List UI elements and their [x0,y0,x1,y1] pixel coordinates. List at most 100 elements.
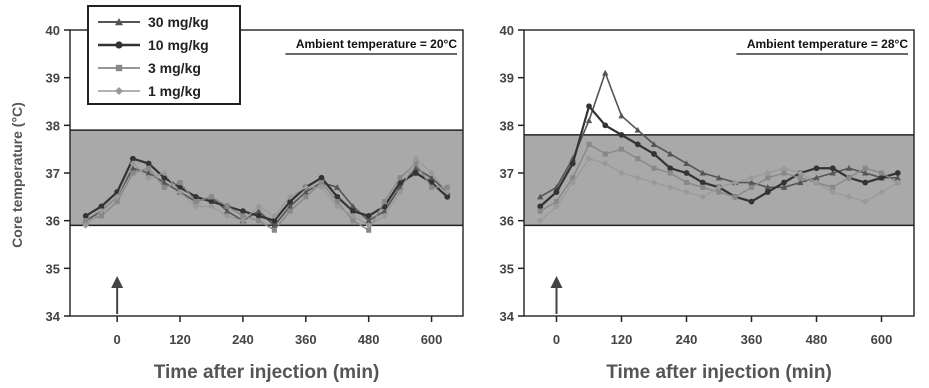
data-point [553,203,560,210]
data-point [177,184,183,191]
data-point [255,213,262,219]
x-tick-label: 600 [421,332,443,347]
data-point [570,175,576,181]
data-point [797,169,804,177]
data-point [894,174,901,181]
data-point [764,189,771,195]
data-point [732,194,738,200]
data-point [130,170,136,176]
data-point [224,207,231,214]
data-point [699,169,706,176]
data-point [129,160,137,167]
data-point [396,188,404,196]
data-point [862,179,869,186]
data-point [602,122,609,129]
data-point [634,141,641,148]
y-tick-label: 37 [500,166,514,181]
data-point [813,165,820,172]
data-point [602,151,608,157]
y-tick-label: 35 [46,261,60,276]
data-point [444,184,450,190]
data-point [553,189,560,195]
data-point [240,208,246,215]
data-point [765,175,771,181]
data-point [667,170,673,176]
data-point [412,155,420,162]
data-point [176,188,184,196]
y-tick-label: 37 [46,166,60,181]
data-point [862,165,868,171]
data-point [161,169,168,177]
y-tick-label: 38 [46,118,60,133]
data-point [397,175,403,181]
data-point [537,217,544,224]
data-point [781,170,787,176]
data-point [829,165,836,172]
data-point [894,179,901,186]
data-point [98,203,105,210]
data-point [894,170,901,176]
data-point [878,174,885,181]
data-point [208,194,215,200]
data-point [683,170,690,176]
data-point [114,199,120,205]
y-tick-label: 35 [500,261,514,276]
data-point [192,193,199,200]
data-point [98,213,104,219]
data-point [334,193,341,200]
data-point [748,174,755,181]
data-point [161,179,168,186]
data-point [429,184,435,190]
data-point [634,174,641,181]
data-point [829,188,836,196]
x-tick-label: 480 [806,332,828,347]
data-point [862,198,869,205]
data-point [349,203,357,209]
data-point [349,212,357,220]
data-point [748,198,755,205]
data-point [845,193,853,201]
data-point [797,179,804,186]
data-point [764,184,771,190]
data-point [113,193,121,201]
data-point [271,222,278,228]
data-point [667,165,674,172]
data-point [350,218,356,224]
data-point [650,141,658,147]
data-point [256,218,262,224]
data-point [428,174,435,181]
data-point [569,160,576,167]
y-axis-label: Core temperature (°C) [9,102,25,248]
data-point [585,117,593,124]
data-point [586,103,592,110]
y-tick-label: 36 [500,214,514,229]
data-point [618,131,625,138]
data-point [318,179,325,186]
y-tick-label: 34 [500,309,515,324]
x-tick-label: 240 [232,332,254,347]
data-point [365,213,372,219]
data-point [651,151,657,157]
x-axis-label: Time after injection (min) [606,362,832,383]
data-point [781,179,787,186]
data-point [413,160,419,167]
data-point [145,174,152,181]
series-line [85,158,448,227]
data-point [287,208,293,214]
data-point [381,199,387,205]
data-point [271,212,278,220]
data-point [286,193,294,201]
data-point [845,165,853,171]
data-point [239,217,247,224]
data-point [829,169,836,176]
data-point [586,141,592,147]
data-point [813,174,820,181]
legend-label: 3 mg/kg [148,60,201,76]
data-point [716,189,722,195]
data-point [878,188,885,196]
data-point [208,203,215,210]
data-point [161,184,167,190]
data-point [224,203,230,209]
data-point [334,203,341,210]
data-point [350,208,356,215]
